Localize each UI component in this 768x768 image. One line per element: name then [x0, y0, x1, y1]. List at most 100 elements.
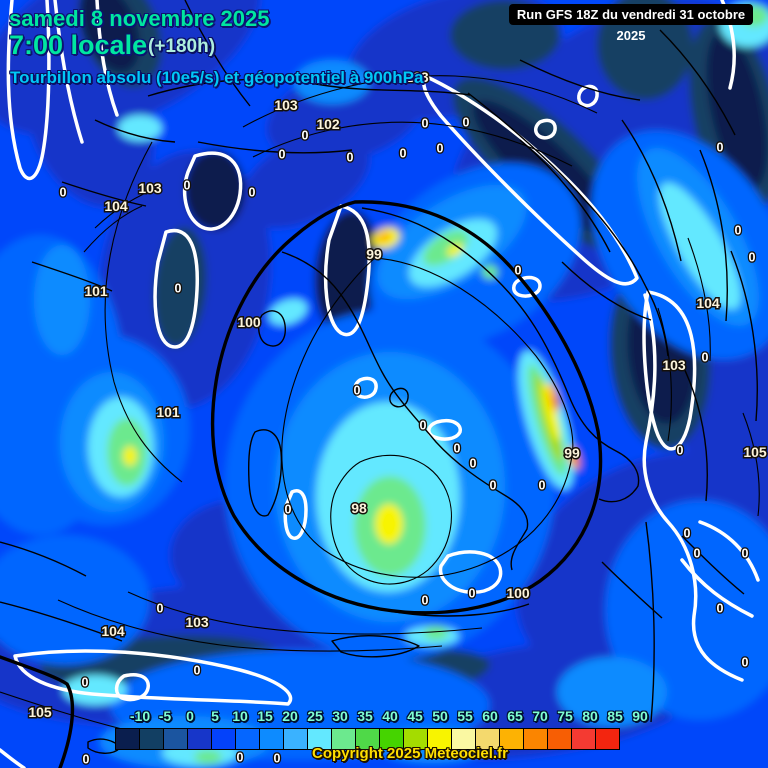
legend-tick-label: 15 — [257, 708, 273, 724]
legend-color-swatch — [115, 728, 140, 750]
zero-contour-label: 0 — [469, 586, 476, 600]
zero-contour-label: 0 — [175, 281, 182, 295]
legend-tick-label: -10 — [129, 708, 151, 724]
contour-label: 101 — [156, 404, 180, 420]
legend-tick-label: 90 — [632, 708, 648, 724]
legend-color-swatch — [235, 728, 260, 750]
legend-tick-label: 40 — [382, 708, 398, 724]
contour-label: 103 — [274, 97, 298, 113]
legend-color-swatch — [187, 728, 212, 750]
forecast-time: 7:00 locale — [9, 30, 148, 60]
legend-tick-label: 20 — [282, 708, 298, 724]
contour-label: 99 — [564, 445, 580, 461]
zero-contour-label: 0 — [60, 185, 67, 199]
legend-color-swatch — [259, 728, 284, 750]
zero-contour-label: 0 — [437, 141, 444, 155]
legend-color-swatch — [595, 728, 620, 750]
zero-contour-label: 0 — [194, 663, 201, 677]
contour-label: 103 — [405, 69, 429, 85]
legend-tick-label: 10 — [232, 708, 248, 724]
geopotential-contours — [0, 75, 760, 730]
forecast-date: samedi 8 novembre 2025 — [9, 6, 270, 31]
contour-label: 104 — [696, 295, 720, 311]
zero-contour-label: 0 — [742, 546, 749, 560]
zero-contour-label: 0 — [735, 223, 742, 237]
zero-contour-label: 0 — [83, 752, 90, 766]
legend-tick-label: 0 — [186, 708, 194, 724]
zero-contour-label: 0 — [742, 655, 749, 669]
zero-contour-label: 0 — [463, 115, 470, 129]
copyright: Copyright 2025 Meteociel.fr — [312, 745, 508, 762]
contour-label: 101 — [84, 283, 108, 299]
legend-color-swatch — [547, 728, 572, 750]
legend-tick-label: 75 — [557, 708, 573, 724]
zero-contour-label: 0 — [184, 178, 191, 192]
zero-contour-label: 0 — [539, 478, 546, 492]
zero-contour-label: 0 — [420, 418, 427, 432]
coastlines-borders — [0, 0, 758, 754]
legend-tick-label: 5 — [211, 708, 219, 724]
legend-tick-label: 35 — [357, 708, 373, 724]
zero-contour-label: 0 — [279, 147, 286, 161]
zero-contour-label: 0 — [274, 751, 281, 765]
legend-tick-label: 60 — [482, 708, 498, 724]
legend-color-swatch — [523, 728, 548, 750]
zero-contour-label: 0 — [515, 263, 522, 277]
zero-contour-label: 0 — [249, 185, 256, 199]
legend-tick-label: 50 — [432, 708, 448, 724]
contour-label: 98 — [351, 500, 367, 516]
contour-labels-layer: 1031041011001011031021039998991001041031… — [27, 67, 768, 721]
zero-contour-label: 0 — [422, 593, 429, 607]
zero-contour-label: 0 — [302, 128, 309, 142]
contour-label: 100 — [506, 585, 530, 601]
zero-labels-layer: 0 0 0 0 0 0 0 0 0 0 0 0 0 0 0 0 0 0 0 0 0 0 0 0 0 0 0 0 0 0 0 0 0 0 0 0 0 — [58, 114, 757, 768]
legend-tick-label: 65 — [507, 708, 523, 724]
bold-geopotential-contour — [0, 200, 603, 768]
contour-label: 100 — [237, 314, 261, 330]
zero-contour-label: 0 — [717, 601, 724, 615]
contour-label: 99 — [366, 246, 382, 262]
zero-contour-label: 0 — [422, 116, 429, 130]
contour-label: 104 — [101, 623, 125, 639]
zero-contour-label: 0 — [490, 478, 497, 492]
contour-label: 103 — [138, 180, 162, 196]
zero-contour-label: 0 — [285, 502, 292, 516]
contour-label: 105 — [743, 444, 767, 460]
contour-label: 103 — [185, 614, 209, 630]
contour-label: 105 — [28, 704, 52, 720]
zero-contour-label: 0 — [82, 675, 89, 689]
color-scale-legend: -10 -5 0 5 10 15 20 25 30 35 40 45 50 55 60 65 70 75 80 85 9… — [115, 708, 648, 752]
legend-tick-label: 85 — [607, 708, 623, 724]
legend-color-swatch — [163, 728, 188, 750]
legend-tick-label: 25 — [307, 708, 323, 724]
zero-contour-label: 0 — [694, 546, 701, 560]
legend-color-swatch — [139, 728, 164, 750]
contour-label: 102 — [316, 116, 340, 132]
contour-label: 103 — [662, 357, 686, 373]
zero-contour-label: 0 — [470, 456, 477, 470]
legend-tick-label: 45 — [407, 708, 423, 724]
zero-contour-label: 0 — [454, 441, 461, 455]
zero-contour-label: 0 — [400, 146, 407, 160]
run-info-box: Run GFS 18Z du vendredi 31 octobre 2025 — [509, 4, 753, 43]
legend-swatches — [115, 728, 620, 750]
legend-tick-label: 30 — [332, 708, 348, 724]
legend-tick-label: 70 — [532, 708, 548, 724]
zero-contour-label: 0 — [684, 526, 691, 540]
zero-contour-label: 0 — [717, 140, 724, 154]
zero-contour-label: 0 — [237, 750, 244, 764]
zero-contour-label: 0 — [354, 383, 361, 397]
legend-tick-label: 80 — [582, 708, 598, 724]
zero-contour-label: 0 — [749, 250, 756, 264]
legend-tick-label: 55 — [457, 708, 473, 724]
forecast-offset: (+180h) — [148, 36, 216, 57]
legend-color-swatch — [571, 728, 596, 750]
legend-color-swatch — [211, 728, 236, 750]
zero-contour-label: 0 — [702, 350, 709, 364]
zero-contour-label: 0 — [677, 443, 684, 457]
contour-label: 104 — [104, 198, 128, 214]
zero-contour-label: 0 — [157, 601, 164, 615]
